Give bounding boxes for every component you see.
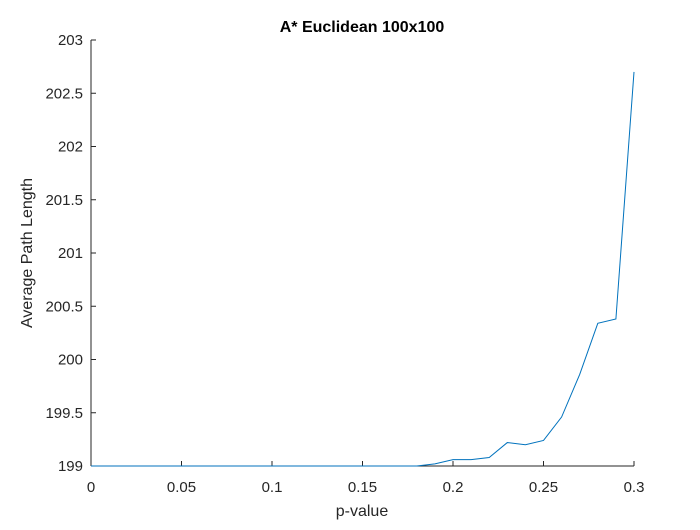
series-line <box>91 71 635 467</box>
ticks: 0 0.05 0.1 0.15 0.2 0.25 0.3 199 199.5 200 200.5 20… <box>45 32 644 496</box>
y-tick-label: 201.5 <box>45 192 83 209</box>
y-tick-label: 199 <box>58 458 83 475</box>
series <box>91 71 635 467</box>
y-tick-label: 199.5 <box>45 405 83 422</box>
x-tick-label: 0 <box>87 479 95 496</box>
y-axis-label: Average Path Length <box>19 178 36 328</box>
x-tick-label: 0.05 <box>167 479 196 496</box>
y-tick-label: 202.5 <box>45 85 83 102</box>
x-tick-label: 0.3 <box>624 479 645 496</box>
y-tick-label: 200.5 <box>45 298 83 315</box>
y-tick-label: 201 <box>58 245 83 262</box>
axes <box>90 40 634 467</box>
x-tick-label: 0.15 <box>348 479 377 496</box>
y-tick-label: 203 <box>58 32 83 49</box>
x-tick-label: 0.1 <box>262 479 283 496</box>
y-tick-label: 202 <box>58 139 83 156</box>
chart-title: A* Euclidean 100x100 <box>280 19 445 36</box>
x-axis-label: p-value <box>336 503 389 520</box>
x-tick-label: 0.25 <box>529 479 558 496</box>
x-tick-label: 0.2 <box>443 479 464 496</box>
y-tick-label: 200 <box>58 352 83 369</box>
